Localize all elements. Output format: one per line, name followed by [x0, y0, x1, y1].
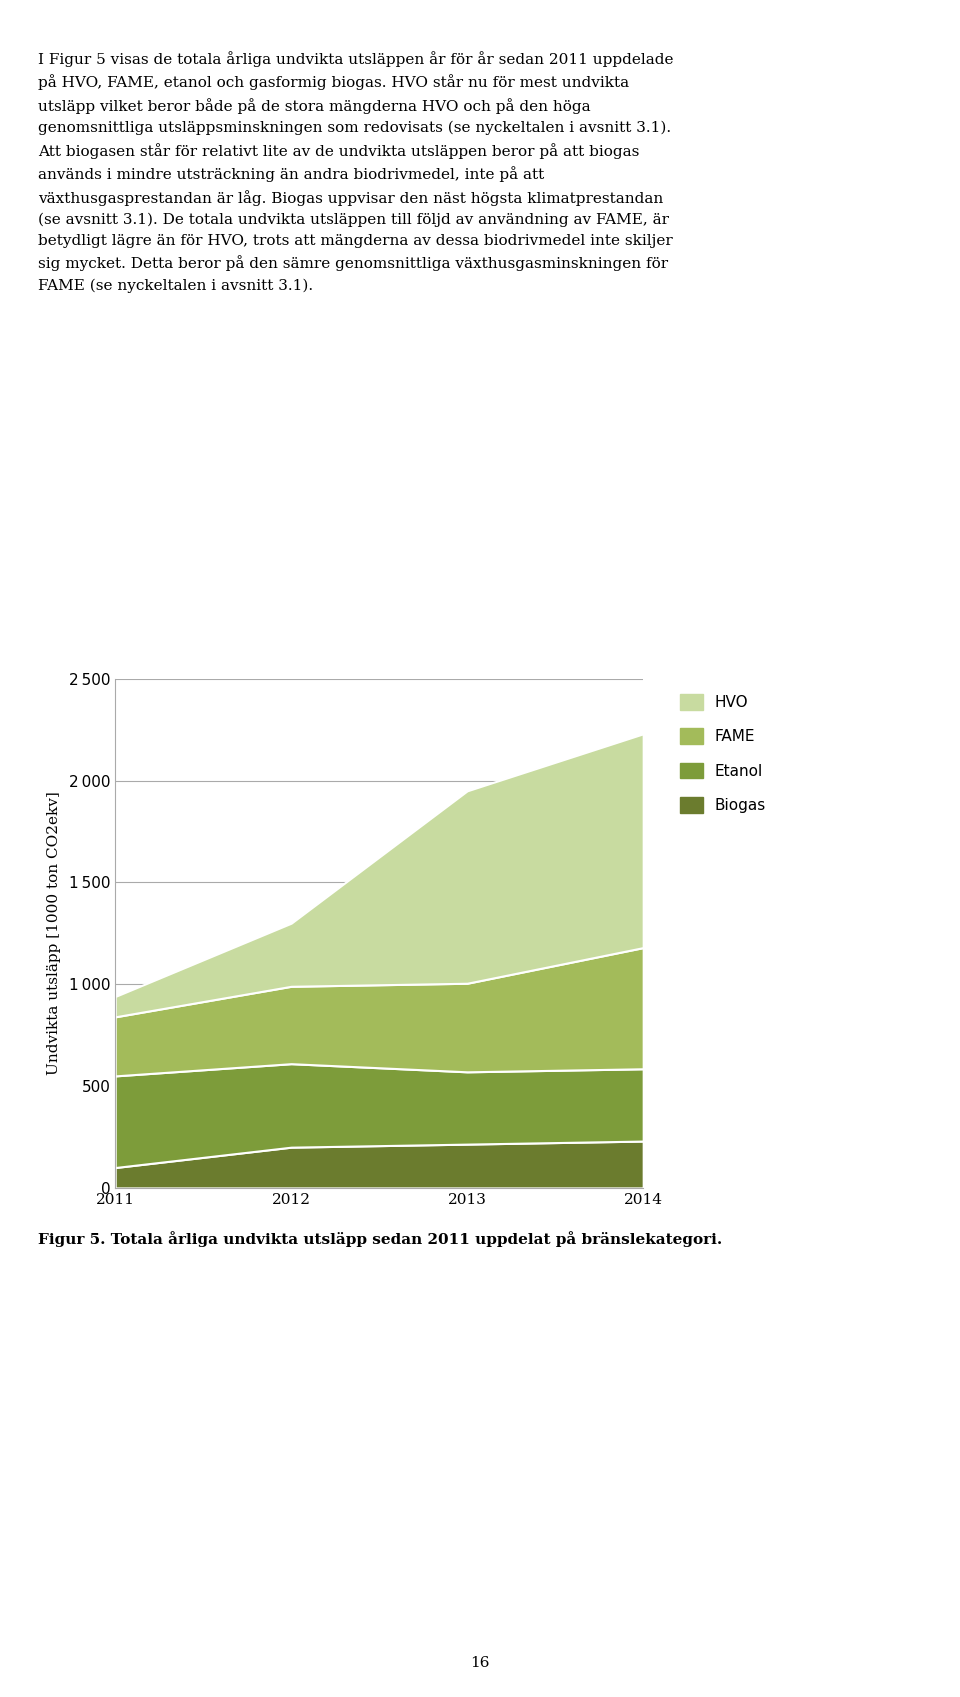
Y-axis label: Undvikta utsläpp [1000 ton CO2ekv]: Undvikta utsläpp [1000 ton CO2ekv] — [46, 791, 60, 1076]
Legend: HVO, FAME, Etanol, Biogas: HVO, FAME, Etanol, Biogas — [672, 687, 774, 821]
Text: 16: 16 — [470, 1656, 490, 1670]
Text: I Figur 5 visas de totala årliga undvikta utsläppen år för år sedan 2011 uppdela: I Figur 5 visas de totala årliga undvikt… — [38, 51, 674, 292]
Text: Figur 5. Totala årliga undvikta utsläpp sedan 2011 uppdelat på bränslekategori.: Figur 5. Totala årliga undvikta utsläpp … — [38, 1230, 723, 1247]
